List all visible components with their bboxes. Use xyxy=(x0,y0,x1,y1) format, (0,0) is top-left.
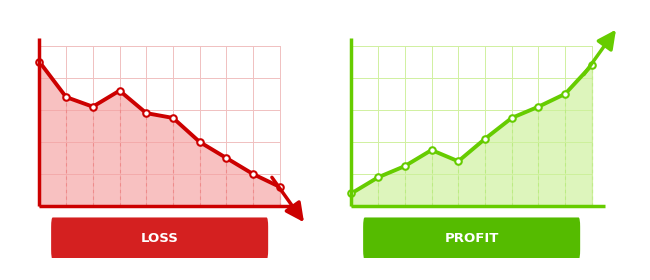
Point xyxy=(453,159,463,164)
FancyBboxPatch shape xyxy=(363,218,580,259)
Point xyxy=(221,156,231,160)
Point xyxy=(34,60,45,64)
Point xyxy=(426,148,437,152)
Point xyxy=(373,175,384,179)
Point xyxy=(533,104,543,109)
Point xyxy=(88,104,98,109)
Text: LOSS: LOSS xyxy=(140,232,179,245)
Point xyxy=(480,137,490,141)
Point xyxy=(506,116,517,120)
Point xyxy=(61,95,72,99)
FancyBboxPatch shape xyxy=(51,218,268,259)
Point xyxy=(248,172,259,176)
Point xyxy=(560,92,571,96)
Point xyxy=(114,88,125,93)
Point xyxy=(141,111,151,115)
Point xyxy=(168,116,178,120)
Point xyxy=(587,63,597,67)
Point xyxy=(400,164,410,168)
Point xyxy=(346,191,357,196)
Point xyxy=(275,185,285,189)
Text: PROFIT: PROFIT xyxy=(445,232,499,245)
Point xyxy=(194,140,205,144)
